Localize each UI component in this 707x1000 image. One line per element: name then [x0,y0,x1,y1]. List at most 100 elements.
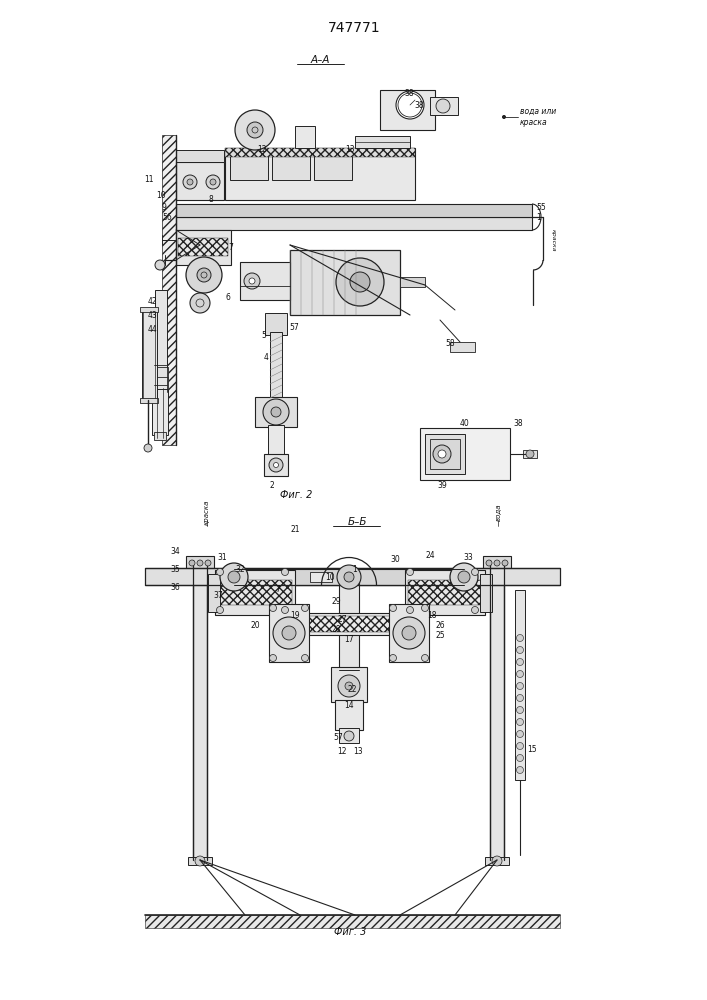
Bar [314,152,352,180]
Text: 11: 11 [144,176,154,184]
Circle shape [187,179,193,185]
Text: 7: 7 [228,243,233,252]
Circle shape [273,617,305,649]
Text: 33: 33 [463,552,473,562]
Circle shape [350,272,370,292]
Circle shape [281,568,288,576]
Text: 58: 58 [445,338,455,348]
Text: 13: 13 [354,748,363,756]
Circle shape [421,604,428,611]
Text: 10: 10 [156,192,166,200]
Text: 28: 28 [332,626,341,635]
Circle shape [436,99,450,113]
Bar [176,150,224,162]
Circle shape [492,856,502,866]
Circle shape [220,563,248,591]
Circle shape [517,742,523,750]
Text: Фиг. 3: Фиг. 3 [334,927,366,937]
Bar [140,398,158,403]
Text: 55: 55 [536,202,546,212]
Text: 17: 17 [344,636,354,645]
Bar [152,389,168,435]
Circle shape [336,258,384,306]
Text: 39: 39 [437,481,447,489]
Bar [272,152,310,180]
Circle shape [282,626,296,640]
Bar [523,450,537,458]
Bar [284,613,414,635]
Circle shape [390,604,397,611]
Text: А–А: А–А [310,55,329,65]
Text: вода: вода [495,503,501,521]
Text: 42: 42 [147,298,157,306]
Circle shape [402,626,416,640]
Circle shape [396,91,424,119]
Circle shape [144,444,152,452]
Bar [186,556,214,570]
Text: 22: 22 [347,686,357,694]
Circle shape [228,571,240,583]
Bar [389,604,429,662]
Circle shape [235,110,275,150]
Bar [154,432,166,440]
Text: 18: 18 [427,610,437,619]
Text: 6: 6 [226,294,230,302]
Text: 32: 32 [235,566,245,574]
Text: 27: 27 [337,615,347,624]
Bar [154,377,168,391]
Text: краска: краска [551,229,556,251]
Bar [162,135,176,445]
Circle shape [205,560,211,566]
Bar [145,568,560,585]
Circle shape [502,560,508,566]
Bar [339,728,359,743]
Circle shape [517,730,523,738]
Text: Фиг. 2: Фиг. 2 [280,490,312,500]
Bar [225,148,415,200]
Circle shape [338,675,360,697]
Circle shape [433,445,451,463]
Circle shape [517,754,523,762]
Circle shape [210,179,216,185]
Circle shape [216,568,223,576]
Bar [450,342,475,352]
Text: 20: 20 [250,620,259,630]
Bar [405,570,485,615]
Circle shape [407,606,414,613]
Bar [215,570,295,615]
Bar [380,90,435,130]
Bar [265,313,287,335]
Circle shape [274,462,279,468]
Circle shape [517,706,523,714]
Text: 34: 34 [170,548,180,556]
Text: 7: 7 [276,585,281,594]
Bar [269,604,309,662]
Text: 38: 38 [513,420,522,428]
Circle shape [517,682,523,690]
Bar [420,428,510,480]
Text: 38: 38 [414,101,423,109]
Text: 26: 26 [436,620,445,630]
Circle shape [472,606,479,613]
Text: 35: 35 [170,566,180,574]
Text: 5: 5 [262,330,267,340]
Text: 4: 4 [264,353,269,361]
Circle shape [344,731,354,741]
Text: 30: 30 [390,556,400,564]
Text: 1: 1 [353,564,357,574]
Text: 24: 24 [425,550,435,560]
Bar [188,857,212,865]
Bar [490,560,504,860]
Text: 14: 14 [344,700,354,710]
Bar [264,454,288,476]
Bar [335,700,363,730]
Bar [234,569,464,585]
Bar [230,152,268,180]
Bar [400,277,425,287]
Circle shape [337,565,361,589]
Circle shape [494,560,500,566]
Bar [295,126,315,148]
Circle shape [301,654,308,662]
Circle shape [344,572,354,582]
Circle shape [345,682,353,690]
